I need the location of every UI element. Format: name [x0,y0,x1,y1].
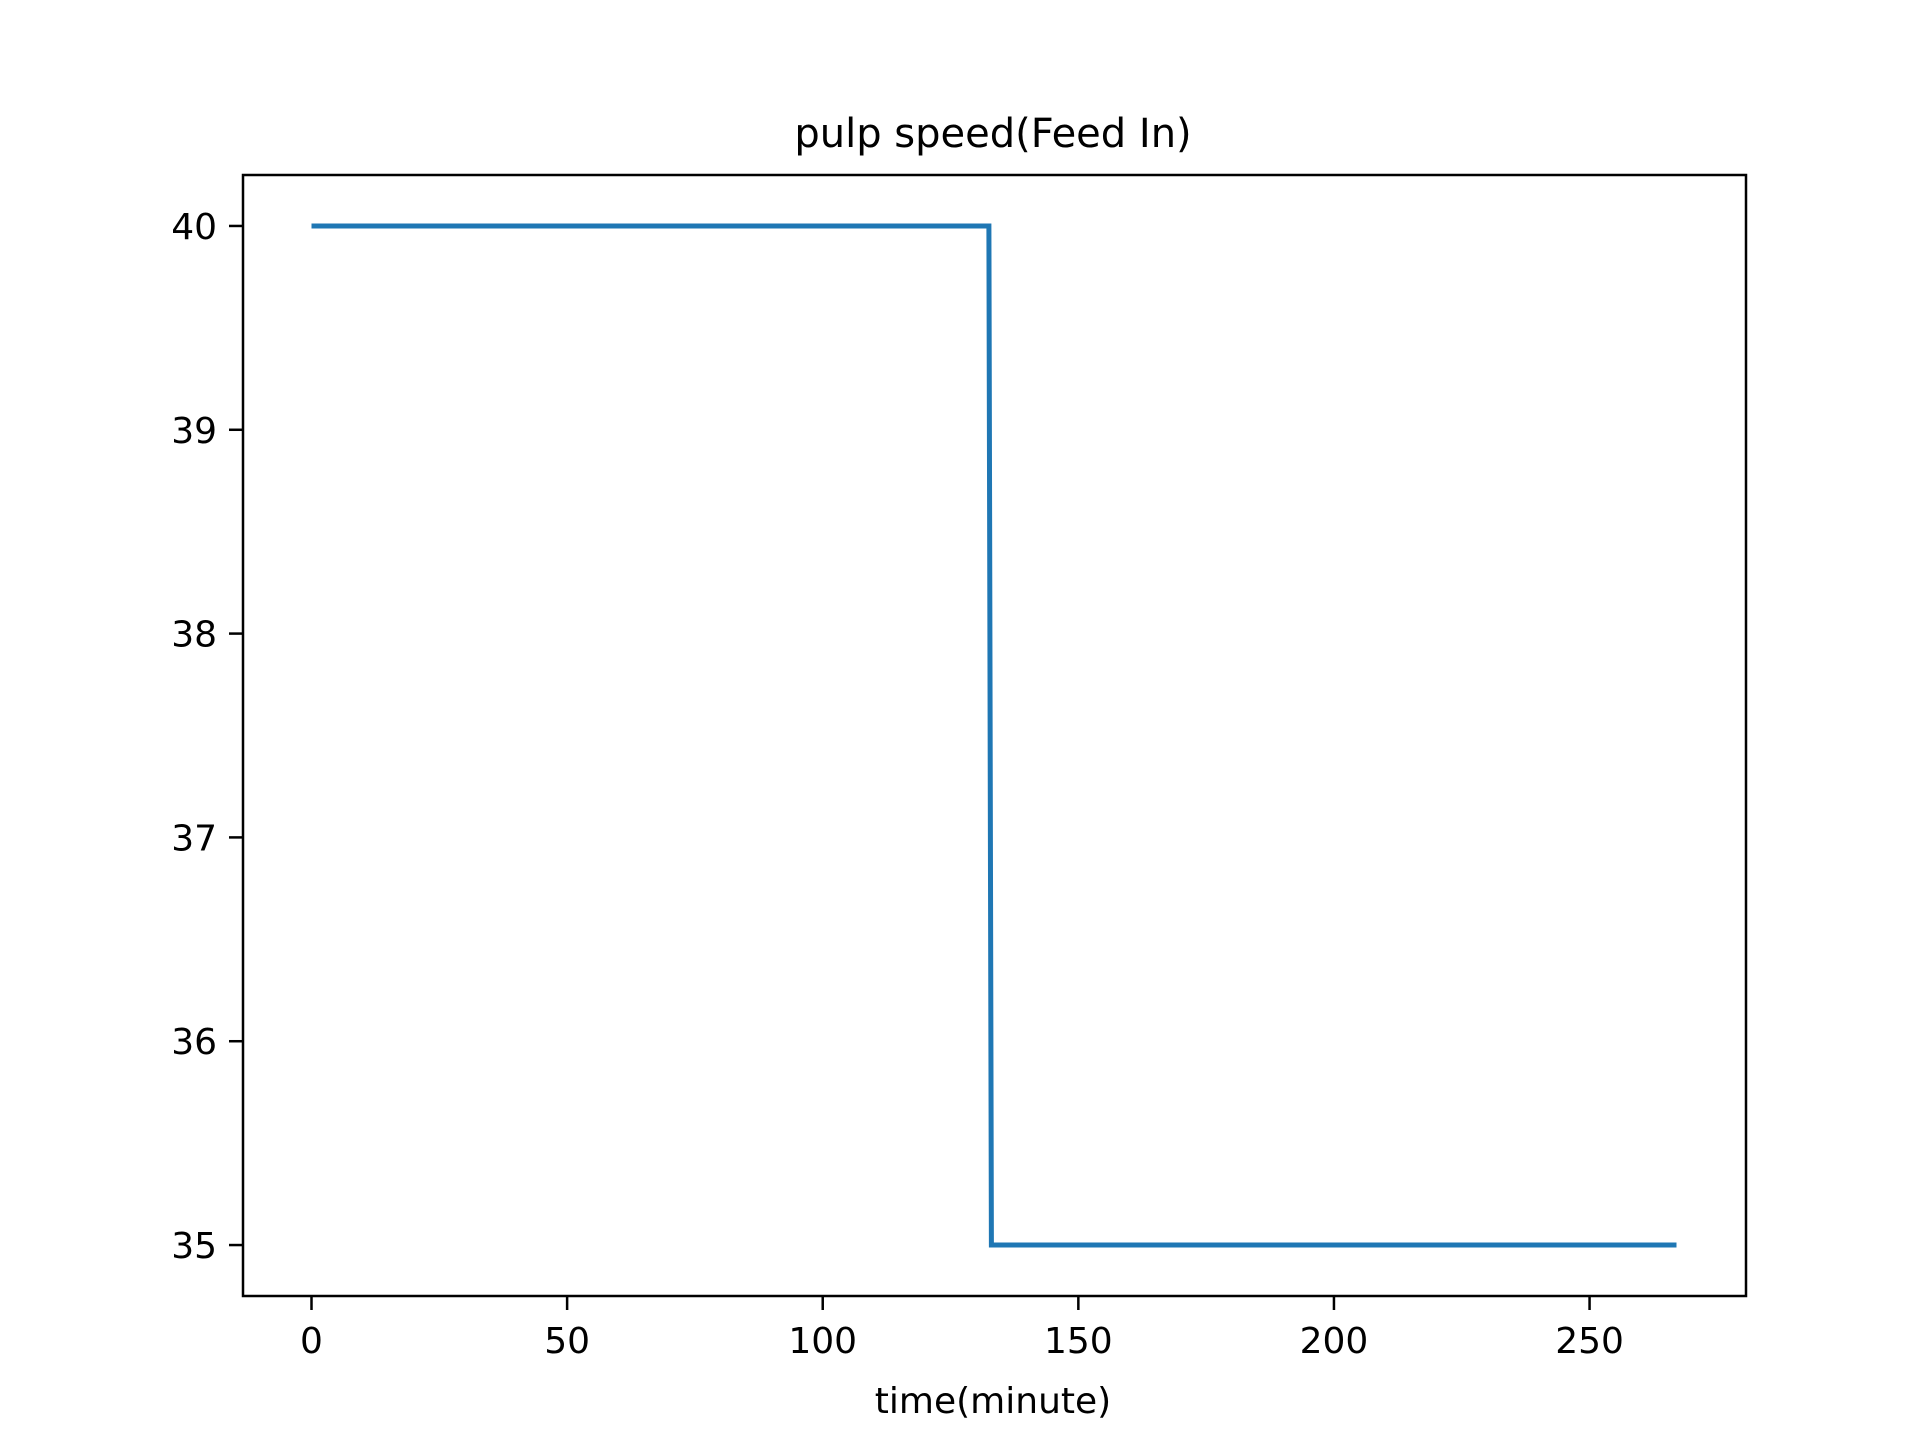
x-tick-label: 0 [300,1321,323,1362]
plot-area [241,173,1748,1298]
x-tick-label: 250 [1555,1321,1624,1362]
chart-title: pulp speed(Feed In) [794,111,1191,157]
series-line-1 [311,223,1677,1248]
x-axis: 0 50 100 150 200 250 [300,1296,1624,1362]
y-tick-label: 40 [171,207,217,248]
x-tick-label: 150 [1044,1321,1113,1362]
y-tick-label: 37 [171,818,217,859]
x-tick-label: 200 [1300,1321,1369,1362]
axes-frame [241,173,1748,1298]
x-tick-label: 100 [788,1321,857,1362]
x-axis-label: time(minute) [875,1381,1111,1422]
x-tick-label: 50 [544,1321,590,1362]
y-tick-label: 35 [171,1226,217,1267]
y-tick-label: 38 [171,615,217,656]
y-axis: 35 36 37 38 39 40 [171,207,243,1267]
y-tick-label: 39 [171,411,217,452]
y-tick-label: 36 [171,1022,217,1063]
